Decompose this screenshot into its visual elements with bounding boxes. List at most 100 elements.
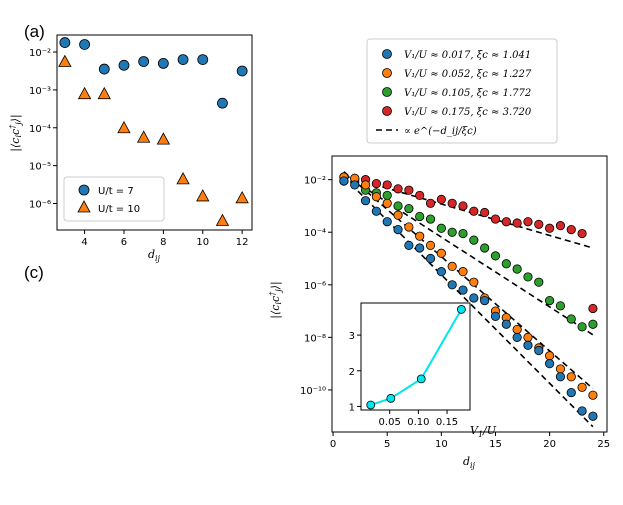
panel-c-fit-line [343, 176, 594, 428]
panel-a-point-u7 [217, 97, 228, 109]
panel-a-point-u10 [196, 189, 210, 202]
panel-a-point-u10 [117, 120, 131, 134]
panel-c-ytick-label: 10⁻⁴ [304, 228, 326, 239]
inset-xtick-label: 0.05 [379, 417, 401, 428]
panel-a-point-u7 [138, 56, 150, 67]
panel-c-ylabel: |⟨cic†j⟩| [268, 281, 283, 318]
inset-point [386, 393, 396, 403]
panel-label-a: (a) [24, 22, 45, 41]
panel-c-inset: 0.05 0.10 0.15 1 2 3 V1/U [349, 302, 497, 439]
panel-c-legend-marker [382, 68, 392, 78]
panel-a-xlabel: dij [148, 248, 161, 263]
panel-c-point-red [469, 206, 479, 216]
panel-c-ytick-label: 10⁻² [304, 176, 326, 187]
panel-c-point-red [382, 180, 392, 190]
panel-c-point-green [490, 251, 501, 261]
inset-xtick-label: 0.15 [436, 417, 458, 428]
panel-a-xtick-label: 4 [81, 237, 87, 248]
panel-c-point-red [447, 198, 457, 208]
panel-c-point-blue [555, 372, 566, 382]
panel-c-point-orange [545, 351, 555, 361]
panel-c-point-green [436, 223, 446, 233]
inset-line [370, 308, 463, 406]
panel-c-point-red [588, 303, 598, 314]
panel-c-point-red [501, 217, 511, 227]
panel-c-point-blue [393, 225, 403, 235]
inset-ytick-label: 2 [349, 367, 355, 378]
panel-c-xtick-label: 10 [435, 439, 448, 450]
inset-frame [360, 302, 471, 411]
panel-c-ytick-label: 10⁻¹⁰ [300, 386, 326, 397]
panel-c-point-orange [404, 222, 414, 232]
panel-c-legend-label: V₁/U ≈ 0.017, ξc ≈ 1.041 [404, 50, 531, 61]
panel-c-xtick-label: 15 [489, 439, 502, 450]
panel-c-point-orange [425, 240, 436, 250]
panel-a-ylabel: |⟨cic†j⟩| [8, 114, 23, 151]
legend-marker-u10 [77, 200, 91, 213]
panel-c-legend-marker [382, 49, 392, 59]
panel-c-point-red [566, 225, 576, 235]
panel-c-point-blue [512, 332, 522, 342]
panel-c-point-orange [415, 231, 425, 241]
panel-c-point-green [545, 295, 555, 306]
panel-a-ytick-label: 10⁻⁶ [29, 199, 51, 210]
panel-c-xtick-label: 0 [330, 439, 336, 450]
panel-c-point-green [458, 228, 468, 239]
panel-c-point-orange [436, 248, 446, 258]
panel-c-point-green [566, 314, 576, 324]
panel-a-frame [56, 34, 253, 231]
panel-c-point-orange [458, 267, 468, 277]
inset-ytick-label: 3 [349, 331, 355, 342]
panel-c-point-blue [480, 295, 490, 306]
panel-c-point-orange [566, 372, 576, 382]
panel-c-point-blue [350, 180, 360, 190]
panel-c-point-blue [501, 319, 511, 329]
panel-c-point-red [490, 214, 501, 224]
panel-c-point-green [447, 227, 457, 237]
panel-a-point-u7 [157, 57, 169, 69]
panel-c-point-green [393, 201, 403, 211]
panel-c-point-green [404, 203, 414, 214]
panel-c-legend-marker [382, 87, 392, 97]
panel-a-chart: 4 6 8 10 12 10⁻⁶ 10⁻⁵ 10⁻⁴ 10⁻³ 10⁻² dij |⟨cic†j⟩… [8, 34, 253, 263]
panel-c-point-red [577, 228, 587, 239]
panel-c-point-blue [490, 311, 501, 321]
panel-c-marks [339, 172, 598, 421]
panel-c-chart: V₁/U ≈ 0.017, ξc ≈ 1.041 V₁/U ≈ 0.052, ξc… [268, 38, 610, 470]
panel-a-point-u7 [177, 54, 189, 66]
panel-c-point-green [469, 235, 479, 245]
panel-a-point-u10 [136, 130, 151, 143]
panel-c-point-blue [425, 253, 436, 264]
panel-a-point-u10 [156, 132, 171, 145]
panel-c-legend-label: V₁/U ≈ 0.105, ξc ≈ 1.772 [404, 88, 531, 99]
panel-c-frame [331, 155, 608, 433]
panel-c-ticks: 0 5 10 15 20 25 10⁻¹⁰ 10⁻⁸ 10⁻⁶ 10⁻⁴ 10⁻² [300, 176, 610, 450]
panel-c-legend-marker [382, 106, 392, 116]
panel-a-ytick-label: 10⁻⁴ [29, 124, 51, 135]
panel-a-point-u10 [58, 54, 72, 67]
panel-c-point-blue [577, 406, 587, 416]
panel-c-point-orange [523, 332, 533, 342]
panel-a-marks [58, 37, 249, 226]
panel-a-point-u10 [215, 213, 230, 226]
panel-a-ticks: 4 6 8 10 12 10⁻⁶ 10⁻⁵ 10⁻⁴ 10⁻³ 10⁻² [29, 48, 249, 248]
panel-c-point-orange [555, 364, 566, 374]
panel-c-point-green [501, 259, 511, 269]
panel-a-ytick-label: 10⁻⁵ [29, 162, 51, 173]
panel-c-point-orange [469, 277, 479, 287]
inset-point [456, 305, 466, 314]
panel-a-point-u7 [236, 65, 248, 77]
panel-a-xtick-label: 8 [160, 237, 166, 248]
panel-c-point-green [577, 322, 587, 332]
panel-c-point-blue [447, 280, 457, 290]
panel-a-point-u7 [118, 59, 130, 71]
panel-c-point-green [555, 301, 566, 311]
panel-c-xtick-label: 5 [384, 439, 390, 450]
inset-point [416, 374, 426, 384]
panel-a-point-u10 [235, 190, 249, 204]
panel-c-point-blue [458, 285, 468, 295]
panel-c-point-blue [436, 267, 446, 277]
inset-point [366, 400, 376, 410]
panel-c-point-red [393, 184, 403, 194]
